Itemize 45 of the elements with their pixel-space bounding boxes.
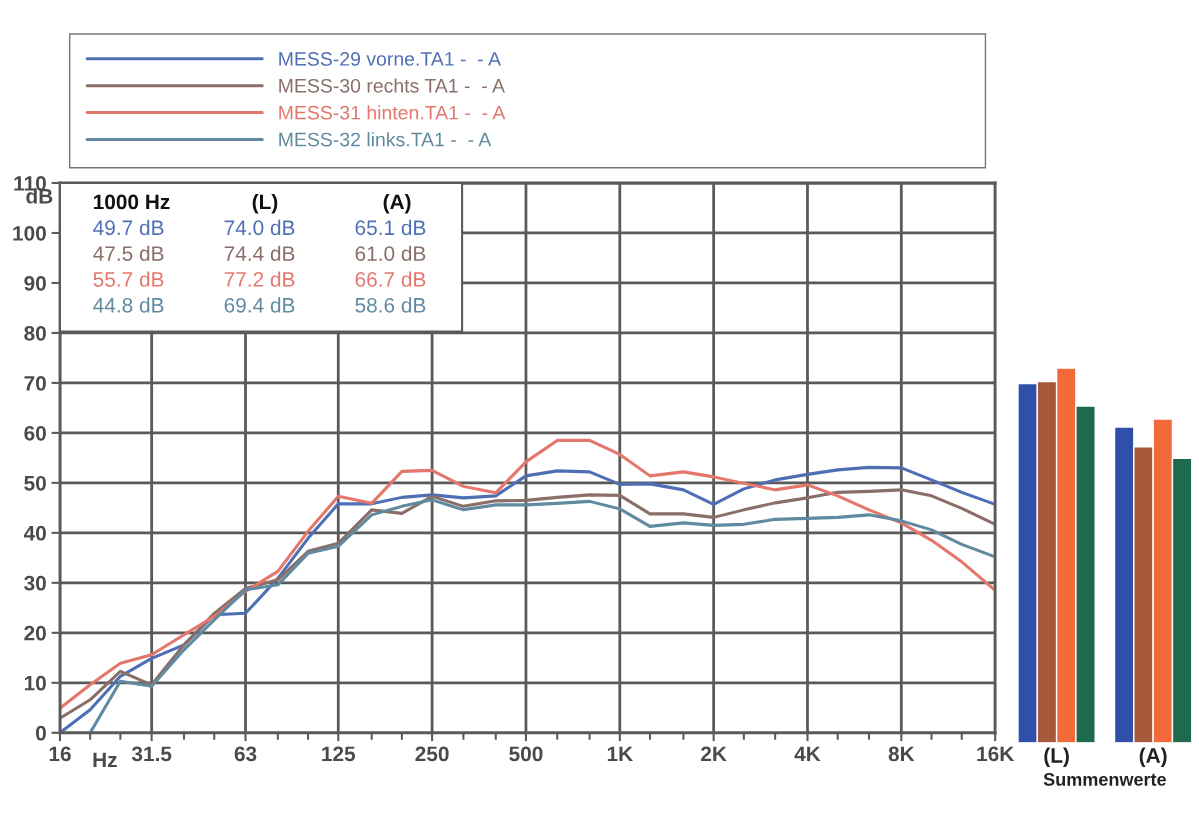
x-tick-label: 125 (322, 746, 356, 762)
y-tick-label: 0 (35, 725, 46, 741)
annotation: 74.4 dB (224, 245, 295, 261)
x-tick-label: 250 (415, 746, 449, 762)
y-tick-label: 60 (24, 425, 46, 441)
x-tick-label: 8K (888, 746, 915, 762)
x-tick-label: 1K (607, 746, 633, 762)
y-tick-label: 20 (24, 625, 46, 641)
annotation: 49.7 dB (93, 219, 164, 236)
y-tick-label: 90 (24, 275, 46, 291)
x-tick-label: 63 (234, 746, 257, 762)
annotation: (A) (383, 193, 411, 214)
text: MESS-30 rechts TA1 - - A (279, 78, 505, 93)
x-tick-label: 4K (794, 746, 821, 762)
x-tick-label: 31.5 (131, 746, 172, 762)
annotation: 44.8 dB (93, 297, 164, 313)
x-tick-label: 16 (49, 746, 71, 762)
y-tick-label: 40 (23, 525, 46, 541)
annotation: 55.7 dB (93, 271, 164, 287)
annotation: 69.4 dB (224, 297, 295, 313)
y-tick-label: 100 (13, 225, 46, 241)
annotation: (L) (252, 193, 278, 214)
y-tick-label: 80 (24, 325, 46, 341)
x-axis-title: Summenwerte (1043, 773, 1166, 786)
y-tick-label: 50 (24, 475, 46, 491)
annotation: 66.7 dB (355, 271, 426, 287)
annotation: 47.5 dB (93, 245, 164, 261)
x-tick-label: 500 (509, 746, 543, 762)
y-tick-label: 30 (24, 575, 46, 591)
text: MESS-29 vorne.TA1 - - A (279, 52, 502, 66)
annotation: 1000 Hz (93, 194, 170, 210)
x-tick-label: (L) (1044, 747, 1069, 767)
x-tick-label: 16K (977, 746, 1015, 762)
annotation: 65.1 dB (355, 219, 426, 236)
y-tick-label: 70 (24, 375, 46, 391)
x-tick-label: 2K (701, 746, 727, 762)
annotation: 74.0 dB (224, 219, 295, 236)
text: MESS-32 links.TA1 - - A (279, 132, 492, 147)
text: MESS-31 hinten.TA1 - - A (279, 105, 506, 120)
annotation: 61.0 dB (355, 245, 426, 261)
annotation: 77.2 dB (224, 271, 295, 287)
x-tick-label: (A) (1139, 747, 1167, 767)
annotation: 58.6 dB (355, 297, 426, 313)
x-axis-title: Hz (93, 752, 117, 768)
y-tick-label: 10 (24, 675, 46, 691)
